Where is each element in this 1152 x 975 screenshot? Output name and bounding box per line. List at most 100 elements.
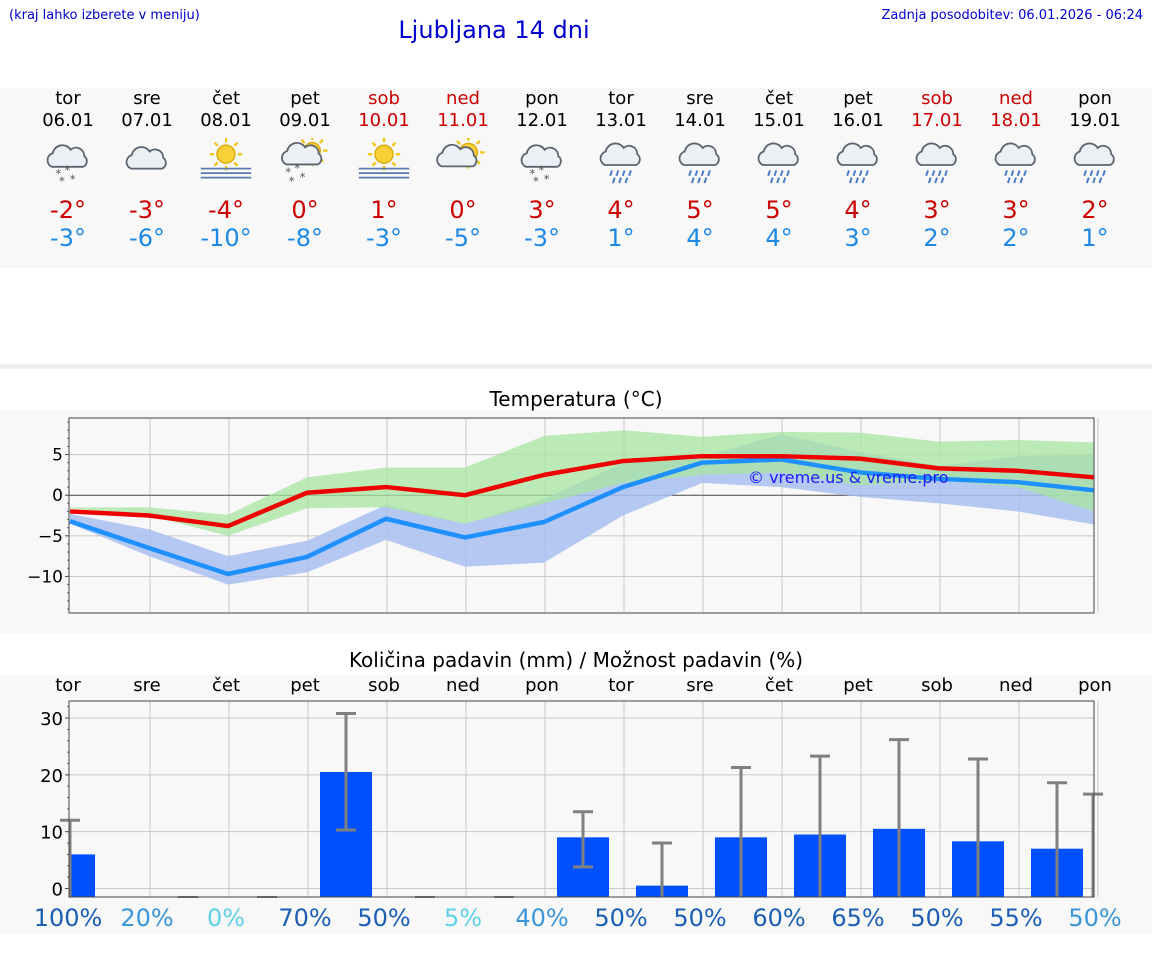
raindrop [707,170,711,177]
snowflake: * [544,172,550,186]
sun-ray [456,140,461,145]
temp-max: -2° [50,196,86,224]
sun-cloud-icon [436,138,485,169]
precip-day-label: tor [55,675,81,696]
cloud-rain-icon [836,142,878,184]
snowflake: * [285,165,291,179]
precip-day-label: pet [843,675,873,696]
raindrop [1023,170,1027,177]
snowflake: * [529,167,535,181]
temp-min: -3° [524,224,560,252]
temperature-chart-title: Temperatura (°C) [489,387,663,411]
cloud-rain-icon [1073,142,1115,184]
raindrop [865,170,869,177]
temp-max: -3° [129,196,165,224]
raindrop [767,170,771,177]
cloud-snow-icon: * ** * [520,144,562,188]
precip-day-label: čet [764,675,794,696]
sun-fog-icon [200,138,252,179]
last-update: Zadnja posodobitev: 06.01.2026 - 06:24 [881,8,1143,23]
day-date: 19.01 [1069,110,1121,131]
raindrop [848,177,853,184]
precip-chart-title: Količina padavin (mm) / Možnost padavin … [348,648,804,672]
sun-cloud-snow-icon: * ** * [281,138,328,188]
raindrop [624,177,629,184]
day-date: 06.01 [42,110,94,131]
day-name: sre [686,88,714,109]
day-name: ned [999,88,1033,109]
raindrop [786,170,790,177]
day-forecast: sre 14.01 5° 4° [660,88,740,252]
raindrop [1089,170,1094,177]
precip-probability: 65% [831,904,885,932]
raindrop [1006,177,1011,184]
raindrop [1016,170,1021,177]
precip-day-label: sre [686,675,714,696]
raindrop [1102,170,1106,177]
day-name: sob [921,88,953,109]
sun-ray [371,161,377,167]
sun-ray [371,141,377,147]
day-name: tor [55,88,81,109]
day-forecast: ned 18.01 3° 2° [976,88,1056,252]
watermark: © vreme.us & vreme.pro [748,468,949,487]
raindrop [861,177,866,184]
precip-probability: 70% [278,904,332,932]
day-name: sre [133,88,161,109]
raindrop [1019,177,1024,184]
raindrop [618,177,622,184]
precip-probability: 50% [594,904,648,932]
cloud-shape [125,146,167,170]
raindrop [940,177,945,184]
daily-forecast: tor 06.01 * * * * -2° -3° sre 07.01 -3° -6° čet 08.01… [0,88,1152,268]
temperature-band [0,409,1152,634]
temp-min: 2° [1002,224,1030,252]
raindrop [855,177,859,184]
cloud-shape [915,142,957,166]
day-name: pet [843,88,873,109]
raindrop [700,170,705,177]
snowflake: * [64,163,70,177]
cloud-shape [281,142,323,166]
day-name: ned [446,88,480,109]
raindrop [776,177,780,184]
raindrop [925,170,929,177]
precip-probability: 0% [206,904,246,932]
cloud-rain-icon [915,142,957,184]
precip-probability: 5% [443,904,483,932]
day-forecast: sre 07.01 -3° -6° [107,88,187,252]
temp-min: -5° [445,224,481,252]
cloud-shape [994,142,1036,166]
day-name: čet [211,88,241,109]
temp-min: 2° [923,224,951,252]
cloud-shape [1073,142,1115,166]
temp-min: -3° [50,224,86,252]
sun-disc [374,144,394,164]
cloud-shape [678,142,720,166]
precip-day-label: tor [608,675,634,696]
raindrop [931,170,936,177]
temp-max: 2° [1081,196,1109,224]
day-date: 12.01 [516,110,568,131]
day-forecast: pet 16.01 4° 3° [818,88,898,252]
location-hint: (kraj lahko izberete v meniju) [9,8,200,23]
sun-ray [233,161,239,167]
day-forecast: čet 08.01 -4° -10° [186,88,266,252]
raindrop [1085,177,1090,184]
day-forecast: pet 09.01 * * * * 0° -8° [265,88,345,252]
day-name: sob [368,88,400,109]
day-date: 07.01 [121,110,173,131]
temp-max: 4° [844,196,872,224]
sun-ray [213,141,219,147]
cloud-shape [836,142,878,166]
day-date: 16.01 [832,110,884,131]
cloud-shape [436,143,478,168]
snowflake: * [533,174,539,188]
cloud-shape [520,144,562,168]
day-date: 11.01 [437,110,489,131]
raindrop [1013,177,1017,184]
temp-max: 5° [765,196,793,224]
temp-min: 4° [765,224,793,252]
cloud-rain-icon [678,142,720,184]
day-date: 09.01 [279,110,331,131]
